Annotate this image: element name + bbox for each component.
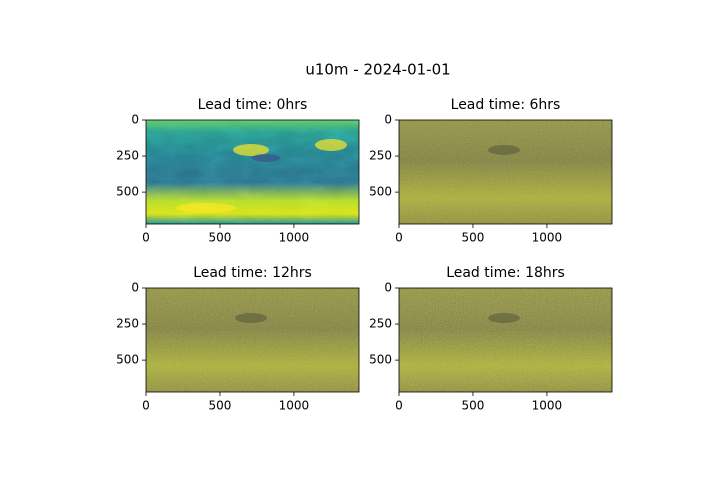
- x-tick-label: 500: [209, 231, 232, 245]
- y-tick-label: 0: [384, 113, 392, 127]
- heatmap-image: [399, 288, 612, 392]
- x-tick-label: 0: [395, 231, 403, 245]
- x-tick-label: 500: [209, 399, 232, 413]
- heatmap-image: [146, 288, 359, 392]
- y-tick-label: 250: [116, 149, 139, 163]
- y-tick-label: 0: [384, 281, 392, 295]
- panel: Lead time: 6hrs 0 500 1000 0 250 500: [369, 97, 613, 245]
- noise: [399, 288, 612, 392]
- panel: Lead time: 12hrs 0 500 1000 0 250 500: [116, 265, 360, 413]
- x-tick-label: 1000: [279, 231, 310, 245]
- feature: [488, 313, 520, 323]
- axes-frame: [398, 287, 613, 393]
- x-tick-label: 500: [462, 399, 485, 413]
- x-tick-label: 0: [395, 399, 403, 413]
- x-tick-label: 0: [142, 231, 150, 245]
- feature: [235, 313, 267, 323]
- y-tick-label: 500: [369, 353, 392, 367]
- feature: [488, 145, 520, 155]
- feature: [315, 139, 347, 151]
- axes-frame: [145, 119, 360, 225]
- heatmap-image: [146, 120, 359, 224]
- panel-title: Lead time: 12hrs: [193, 265, 312, 281]
- feature: [233, 144, 269, 156]
- noise: [146, 288, 359, 392]
- x-tick-label: 0: [142, 399, 150, 413]
- y-tick-label: 500: [116, 353, 139, 367]
- noise: [399, 120, 612, 224]
- y-tick-label: 500: [369, 185, 392, 199]
- x-tick-label: 1000: [532, 231, 563, 245]
- panel-title: Lead time: 6hrs: [451, 97, 561, 113]
- panel-title: Lead time: 18hrs: [446, 265, 565, 281]
- feature: [252, 154, 280, 162]
- panel: Lead time: 0hrs 0 500 1000 0 250 500: [116, 97, 360, 245]
- panel-title: Lead time: 0hrs: [198, 97, 308, 113]
- y-tick-label: 0: [131, 113, 139, 127]
- axes-frame: [145, 287, 360, 393]
- figure-title: u10m - 2024-01-01: [305, 61, 450, 79]
- feature: [176, 203, 236, 213]
- x-tick-label: 1000: [532, 399, 563, 413]
- x-tick-label: 1000: [279, 399, 310, 413]
- y-tick-label: 250: [369, 317, 392, 331]
- heatmap-image: [399, 120, 612, 224]
- axes-frame: [398, 119, 613, 225]
- y-tick-label: 500: [116, 185, 139, 199]
- y-tick-label: 0: [131, 281, 139, 295]
- x-tick-label: 500: [462, 231, 485, 245]
- y-tick-label: 250: [116, 317, 139, 331]
- panel: Lead time: 18hrs 0 500 1000 0 250 500: [369, 265, 613, 413]
- y-tick-label: 250: [369, 149, 392, 163]
